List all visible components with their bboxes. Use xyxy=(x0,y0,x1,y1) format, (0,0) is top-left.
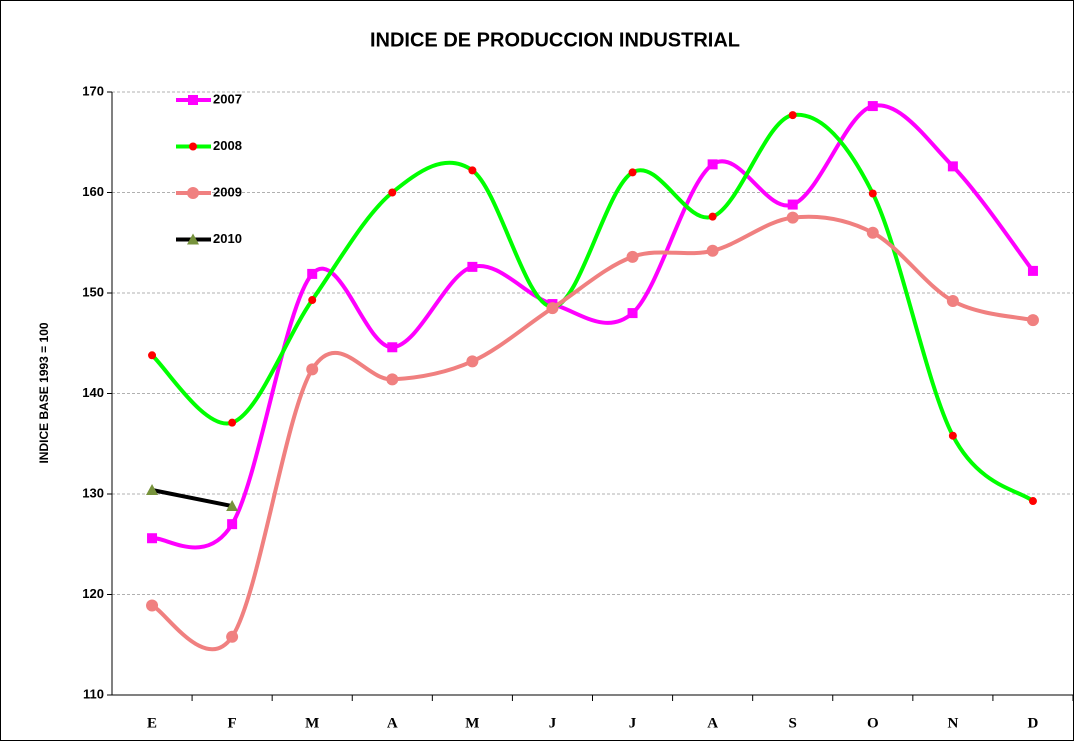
chart-title: INDICE DE PRODUCCION INDUSTRIAL xyxy=(370,29,740,51)
x-tick-label: D xyxy=(1028,715,1039,731)
data-point xyxy=(946,295,959,308)
data-point xyxy=(1027,265,1038,276)
data-point xyxy=(948,431,957,440)
series-line xyxy=(151,488,233,509)
data-point xyxy=(306,363,319,376)
data-point xyxy=(867,101,878,112)
y-tick-label: 140 xyxy=(82,385,104,400)
data-point xyxy=(308,296,317,305)
legend-label: 2009 xyxy=(213,184,242,199)
data-point xyxy=(628,168,637,177)
data-point xyxy=(1028,497,1037,506)
data-point xyxy=(146,599,159,612)
data-point xyxy=(148,351,157,360)
data-point xyxy=(467,261,478,272)
data-point xyxy=(227,519,238,530)
data-point xyxy=(466,355,479,368)
data-point xyxy=(627,308,638,319)
data-point xyxy=(787,199,798,210)
y-tick-label: 120 xyxy=(82,586,104,601)
data-point xyxy=(388,188,397,197)
legend-marker xyxy=(189,142,197,151)
x-tick-label: E xyxy=(147,715,157,731)
data-point xyxy=(868,189,877,198)
legend-label: 2008 xyxy=(213,138,242,153)
data-point xyxy=(146,483,159,495)
y-tick-label: 150 xyxy=(82,284,104,299)
data-point xyxy=(947,161,958,172)
legend-label: 2007 xyxy=(213,91,242,106)
legend-marker xyxy=(188,95,198,105)
data-point xyxy=(387,342,398,353)
data-point xyxy=(546,302,559,315)
legend-marker xyxy=(187,233,199,245)
data-point xyxy=(468,166,477,175)
series-line xyxy=(150,112,1035,503)
x-tick-label: S xyxy=(789,715,797,731)
data-point xyxy=(786,211,799,224)
x-tick-label: M xyxy=(465,715,479,731)
x-tick-label: M xyxy=(305,715,319,731)
data-point xyxy=(147,533,158,544)
y-axis-label: INDICE BASE 1993 = 100 xyxy=(37,322,51,463)
data-point xyxy=(788,111,797,120)
data-point xyxy=(1026,314,1039,327)
data-point xyxy=(307,268,318,279)
y-tick-label: 160 xyxy=(82,184,104,199)
data-point xyxy=(386,373,399,386)
x-tick-label: O xyxy=(867,715,879,731)
y-tick-label: 170 xyxy=(82,83,104,98)
x-tick-label: A xyxy=(387,715,398,731)
x-tick-label: F xyxy=(228,715,237,731)
x-tick-label: A xyxy=(707,715,718,731)
data-point xyxy=(706,244,719,257)
data-point xyxy=(708,212,717,221)
y-tick-label: 110 xyxy=(83,686,104,701)
legend-label: 2010 xyxy=(213,231,242,246)
data-point xyxy=(707,159,718,170)
data-point xyxy=(226,500,239,512)
y-tick-label: 130 xyxy=(82,485,104,500)
data-point xyxy=(228,418,237,427)
x-tick-label: J xyxy=(549,715,557,731)
x-tick-label: J xyxy=(629,715,637,731)
legend-marker xyxy=(187,187,199,199)
data-point xyxy=(866,226,879,239)
data-point xyxy=(626,250,639,263)
data-point xyxy=(226,630,239,643)
x-tick-label: N xyxy=(947,715,958,731)
